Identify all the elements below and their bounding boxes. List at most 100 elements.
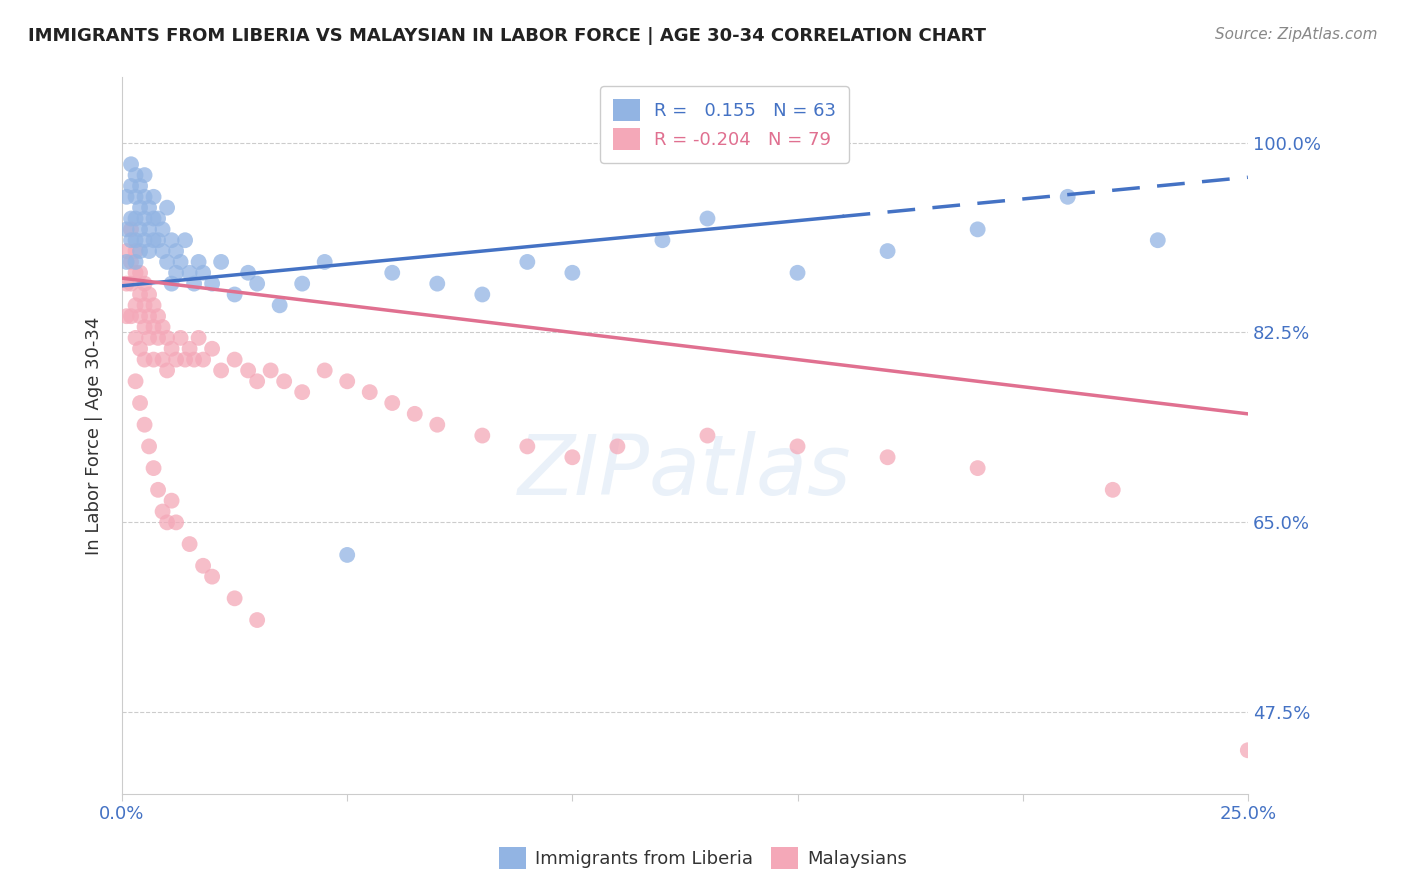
Point <box>156 516 179 530</box>
Point <box>138 287 160 301</box>
Point <box>236 266 259 280</box>
Point <box>169 255 191 269</box>
Point <box>179 266 201 280</box>
Point <box>156 255 179 269</box>
Point <box>134 320 156 334</box>
Point <box>651 233 673 247</box>
Point <box>516 255 538 269</box>
Point <box>165 516 187 530</box>
Point <box>187 255 209 269</box>
Point <box>134 417 156 432</box>
Point <box>129 309 152 323</box>
Point <box>120 178 142 193</box>
Point <box>115 222 138 236</box>
Point <box>696 428 718 442</box>
Text: IMMIGRANTS FROM LIBERIA VS MALAYSIAN IN LABOR FORCE | AGE 30-34 CORRELATION CHAR: IMMIGRANTS FROM LIBERIA VS MALAYSIAN IN … <box>28 27 986 45</box>
Point <box>966 222 988 236</box>
Point <box>156 331 179 345</box>
Point <box>169 331 191 345</box>
Point <box>426 277 449 291</box>
Text: ZIPatlas: ZIPatlas <box>519 431 852 512</box>
Point <box>120 157 142 171</box>
Point <box>314 363 336 377</box>
Point <box>876 244 898 258</box>
Point <box>174 352 197 367</box>
Point <box>269 298 291 312</box>
Point <box>191 352 214 367</box>
Point <box>259 363 281 377</box>
Point <box>1056 190 1078 204</box>
Point <box>115 255 138 269</box>
Point <box>1146 233 1168 247</box>
Point <box>224 591 246 606</box>
Point <box>142 211 165 226</box>
Point <box>165 244 187 258</box>
Point <box>224 352 246 367</box>
Point <box>124 374 146 388</box>
Point <box>138 439 160 453</box>
Point <box>124 168 146 182</box>
Point <box>183 277 205 291</box>
Point <box>246 277 269 291</box>
Point <box>209 363 232 377</box>
Point <box>1237 743 1260 757</box>
Point <box>120 277 142 291</box>
Point <box>124 211 146 226</box>
Point <box>876 450 898 465</box>
Point <box>115 309 138 323</box>
Point <box>138 201 160 215</box>
Point <box>146 483 169 497</box>
Point <box>471 287 494 301</box>
Point <box>124 190 146 204</box>
Point <box>246 613 269 627</box>
Point <box>142 320 165 334</box>
Point <box>165 266 187 280</box>
Point <box>138 331 160 345</box>
Point <box>142 461 165 475</box>
Point <box>336 548 359 562</box>
Y-axis label: In Labor Force | Age 30-34: In Labor Force | Age 30-34 <box>86 317 103 555</box>
Point <box>120 255 142 269</box>
Point <box>201 569 224 583</box>
Point <box>152 244 174 258</box>
Point <box>129 222 152 236</box>
Point <box>191 266 214 280</box>
Point <box>129 342 152 356</box>
Point <box>115 190 138 204</box>
Point <box>156 363 179 377</box>
Point <box>146 331 169 345</box>
Point <box>156 201 179 215</box>
Point <box>134 168 156 182</box>
Point <box>191 558 214 573</box>
Point <box>124 331 146 345</box>
Point <box>120 233 142 247</box>
Point <box>129 396 152 410</box>
Point <box>201 277 224 291</box>
Point <box>142 233 165 247</box>
Point <box>124 298 146 312</box>
Point <box>381 266 404 280</box>
Point <box>146 309 169 323</box>
Point <box>134 352 156 367</box>
Point <box>160 233 183 247</box>
Point <box>129 201 152 215</box>
Point <box>160 342 183 356</box>
Point <box>426 417 449 432</box>
Point <box>129 244 152 258</box>
Point <box>183 352 205 367</box>
Point <box>129 178 152 193</box>
Point <box>1101 483 1123 497</box>
Point <box>966 461 988 475</box>
Point <box>115 277 138 291</box>
Point <box>179 342 201 356</box>
Point <box>201 342 224 356</box>
Point <box>291 277 314 291</box>
Point <box>404 407 426 421</box>
Point <box>179 537 201 551</box>
Point <box>236 363 259 377</box>
Point <box>134 211 156 226</box>
Point <box>134 190 156 204</box>
Point <box>246 374 269 388</box>
Point <box>273 374 295 388</box>
Legend: Immigrants from Liberia, Malaysians: Immigrants from Liberia, Malaysians <box>489 838 917 879</box>
